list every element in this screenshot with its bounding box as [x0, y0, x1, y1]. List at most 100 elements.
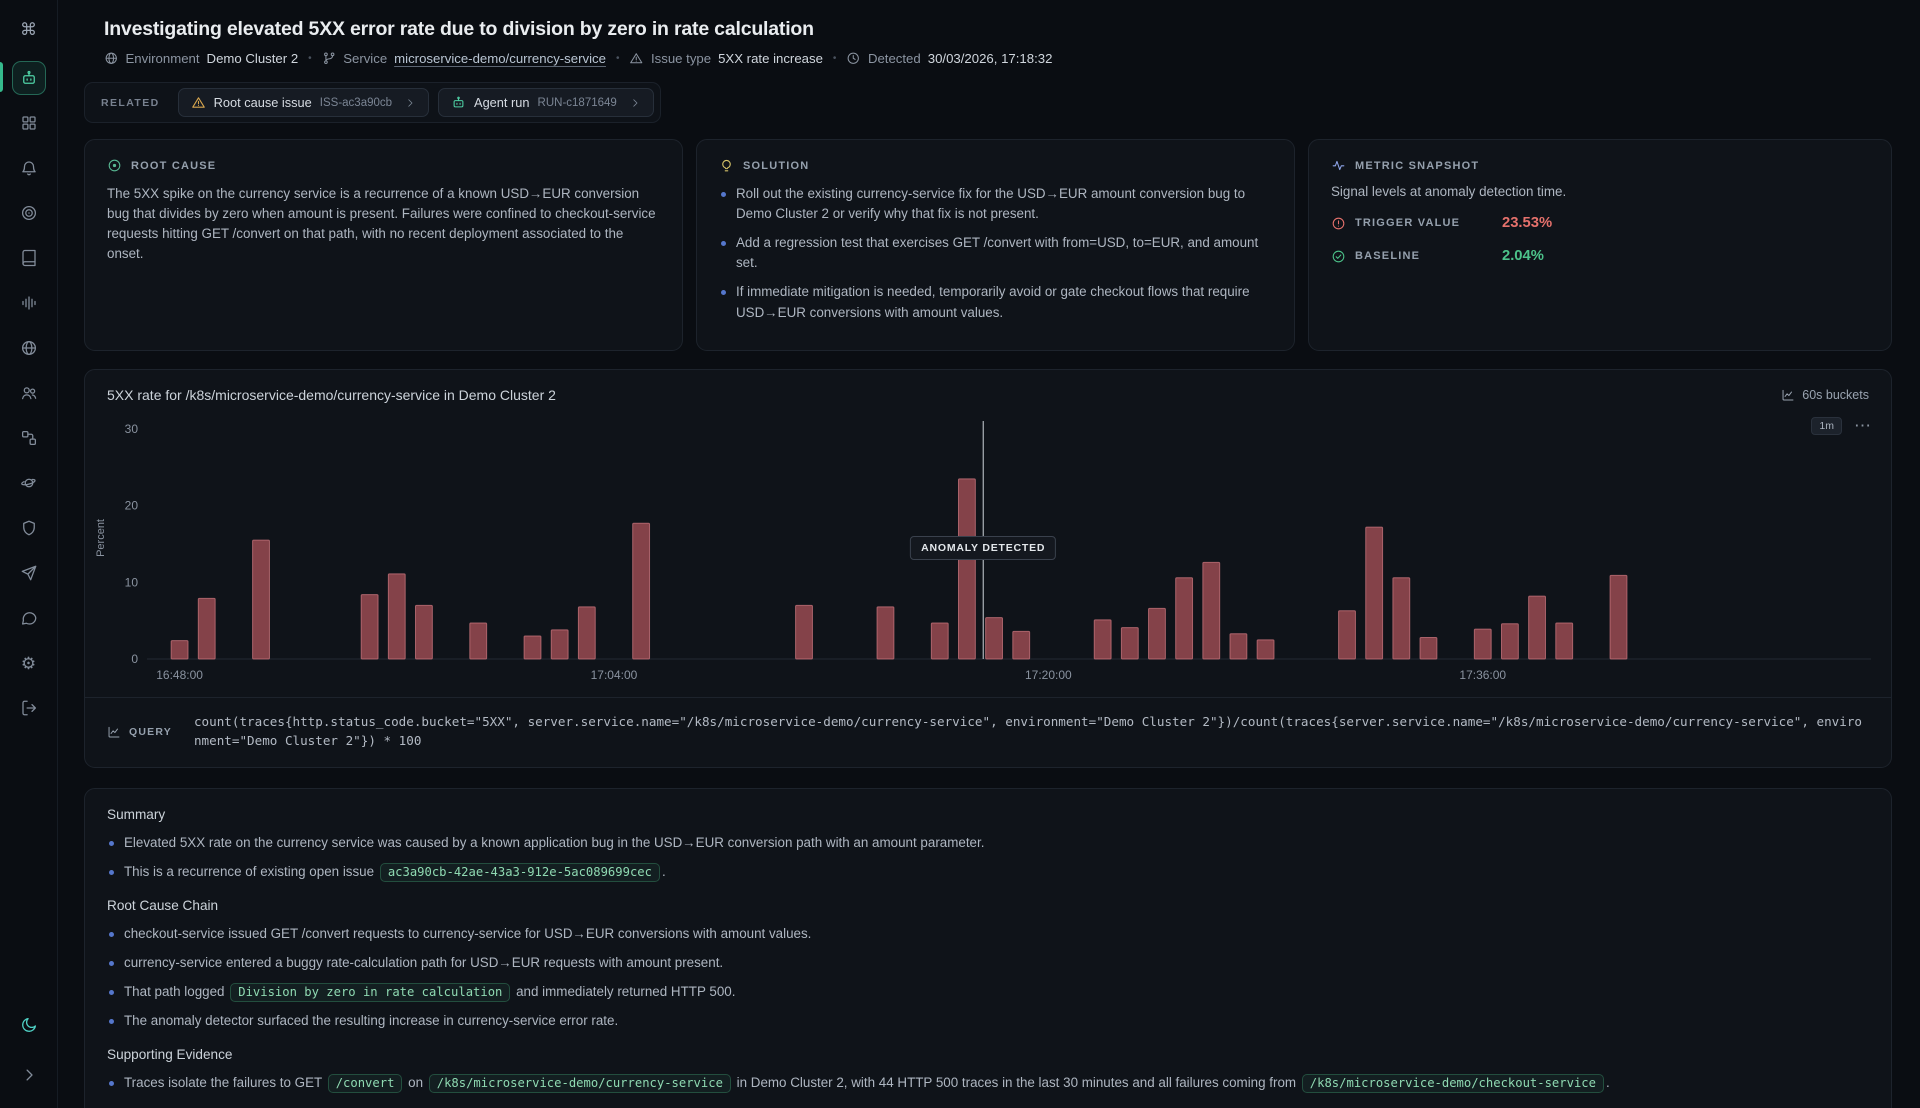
sidebar-item-command[interactable]: ⌘	[20, 19, 37, 39]
sidebar-item-traces[interactable]	[12, 286, 46, 320]
related-row: RELATED Root cause issue ISS-ac3a90cb Agen…	[84, 82, 1892, 123]
chart-body: Percent 0 10 20 30 16:48:00 17:04:00 17:20:00 1…	[85, 411, 1891, 687]
related-pills: Root cause issue ISS-ac3a90cb Agent run RUN…	[177, 88, 654, 117]
circle-dot-icon	[107, 158, 122, 173]
solution-list: Roll out the existing currency-service f…	[719, 184, 1272, 323]
related-pill-root-cause-issue[interactable]: Root cause issue ISS-ac3a90cb	[177, 88, 430, 117]
sidebar-item-settings[interactable]: ⚙	[20, 653, 37, 673]
meta-detected: Detected 30/03/2026, 17:18:32	[846, 51, 1052, 66]
sidebar-item-chat[interactable]	[12, 601, 46, 635]
svg-text:17:36:00: 17:36:00	[1459, 668, 1506, 682]
meta-issue-type: Issue type 5XX rate increase	[629, 51, 823, 66]
sidebar-item-network[interactable]	[12, 331, 46, 365]
activity-pulse-icon	[1331, 158, 1346, 173]
root-cause-header: ROOT CAUSE	[107, 158, 660, 173]
summary-bullet: This is a recurrence of existing open is…	[107, 862, 1869, 882]
pill-id: RUN-c1871649	[537, 96, 617, 109]
chart-header: 5XX rate for /k8s/microservice-demo/curr…	[85, 370, 1891, 411]
sidebar-footer	[12, 1008, 46, 1092]
sidebar-item-incidents[interactable]	[12, 196, 46, 230]
more-options-icon[interactable]: ⋯	[1854, 416, 1873, 436]
chart-title: 5XX rate for /k8s/microservice-demo/curr…	[107, 386, 556, 403]
sidebar-item-pipelines[interactable]	[12, 421, 46, 455]
query-expression: count(traces{http.status_code.bucket="5X…	[193, 713, 1863, 749]
lightbulb-icon	[719, 158, 734, 173]
svg-text:16:48:00: 16:48:00	[156, 668, 203, 682]
query-label-group: QUERY	[107, 713, 172, 751]
insight-cards-row: ROOT CAUSE The 5XX spike on the currency…	[84, 139, 1892, 351]
summary-bullet: checkout-service issued GET /convert req…	[107, 924, 1869, 944]
query-label: QUERY	[129, 725, 172, 738]
buckets-label: 60s buckets	[1802, 387, 1869, 402]
chevron-right-icon	[404, 97, 416, 109]
section-heading: Supporting Evidence	[107, 1047, 233, 1063]
related-pill-agent-run[interactable]: Agent run RUN-c1871649	[438, 88, 654, 117]
environment-value: Demo Cluster 2	[206, 51, 299, 66]
svg-text:30: 30	[125, 422, 139, 436]
line-chart-icon	[1781, 388, 1795, 402]
sidebar: ⌘ ⚙	[0, 0, 58, 1108]
solution-item: Roll out the existing currency-service f…	[719, 184, 1272, 224]
sidebar-item-logout[interactable]	[12, 691, 46, 725]
alert-circle-icon	[1331, 216, 1346, 231]
trigger-value-label: TRIGGER VALUE	[1354, 217, 1461, 229]
chevron-right-icon	[629, 97, 641, 109]
sidebar-nav: ⌘ ⚙	[11, 12, 46, 725]
svg-text:17:04:00: 17:04:00	[591, 668, 638, 682]
buckets-toggle[interactable]: 60s buckets	[1781, 388, 1869, 402]
active-item-indicator	[0, 62, 3, 92]
summary-card: Summary Elevated 5XX rate on the currency…	[84, 787, 1892, 1108]
summary-bullet: currency-service entered a buggy rate-ca…	[107, 953, 1869, 973]
sidebar-item-agent[interactable]	[11, 61, 46, 95]
globe-icon	[104, 51, 119, 66]
sidebar-item-deployments[interactable]	[12, 556, 46, 590]
anomaly-detected-badge: ANOMALY DETECTED	[910, 536, 1057, 561]
main-content: Investigating elevated 5XX error rate du…	[58, 0, 1920, 1108]
sidebar-item-theme-toggle[interactable]	[12, 1008, 46, 1042]
separator-dot: •	[615, 53, 620, 64]
page-title: Investigating elevated 5XX error rate du…	[104, 18, 814, 40]
issue-type-value: 5XX rate increase	[718, 51, 823, 66]
service-label: Service	[343, 51, 388, 66]
sidebar-item-teams[interactable]	[12, 376, 46, 410]
warning-icon	[191, 95, 206, 110]
summary-bullet: The anomaly detector surfaced the result…	[107, 1011, 1869, 1031]
detected-value: 30/03/2026, 17:18:32	[927, 51, 1053, 66]
sidebar-item-docs[interactable]	[12, 241, 46, 275]
warning-triangle-icon	[629, 51, 644, 66]
sidebar-item-clusters[interactable]	[12, 466, 46, 500]
related-box: RELATED Root cause issue ISS-ac3a90cb Agen…	[84, 82, 661, 123]
svg-text:10: 10	[125, 575, 139, 589]
section-heading: Root Cause Chain	[107, 897, 219, 913]
sidebar-item-apps[interactable]	[12, 106, 46, 140]
issue-type-label: Issue type	[650, 51, 712, 66]
root-cause-title: ROOT CAUSE	[131, 159, 217, 172]
sidebar-item-expand-sidebar[interactable]	[12, 1058, 46, 1092]
trigger-value: 23.53%	[1501, 215, 1553, 231]
svg-text:17:20:00: 17:20:00	[1025, 668, 1072, 682]
meta-environment: Environment Demo Cluster 2	[104, 51, 298, 66]
check-circle-icon	[1331, 249, 1346, 264]
plot-area: 0 10 20 30 16:48:00 17:04:00 17:20:00 17:36:00 …	[107, 415, 1879, 687]
y-axis-label: Percent	[95, 518, 107, 557]
detected-label: Detected	[867, 51, 921, 66]
svg-text:20: 20	[125, 498, 139, 512]
code-chip: /k8s/microservice-demo/currency-service	[428, 1074, 731, 1094]
root-cause-body: The 5XX spike on the currency service is…	[107, 186, 656, 262]
pill-label: Agent run	[474, 95, 530, 110]
service-link[interactable]: microservice-demo/currency-service	[394, 51, 606, 66]
code-chip: /convert	[327, 1074, 403, 1094]
solution-item: Add a regression test that exercises GET…	[719, 233, 1272, 273]
pill-label: Root cause issue	[213, 95, 312, 110]
trigger-value-row: TRIGGER VALUE 23.53%	[1331, 215, 1869, 231]
sidebar-item-alerts[interactable]	[12, 151, 46, 185]
bar-chart[interactable]: 0 10 20 30 16:48:00 17:04:00 17:20:00 17:36:00	[107, 415, 1879, 687]
metric-snapshot-subtitle: Signal levels at anomaly detection time.	[1330, 184, 1567, 199]
git-branch-icon	[322, 51, 337, 66]
line-chart-icon	[107, 725, 121, 739]
interval-badge[interactable]: 1m	[1811, 416, 1842, 435]
sidebar-item-security[interactable]	[12, 511, 46, 545]
metric-snapshot-title: METRIC SNAPSHOT	[1354, 159, 1480, 172]
root-cause-card: ROOT CAUSE The 5XX spike on the currency…	[84, 139, 683, 351]
meta-row: Environment Demo Cluster 2 • Service mic…	[104, 51, 1892, 66]
